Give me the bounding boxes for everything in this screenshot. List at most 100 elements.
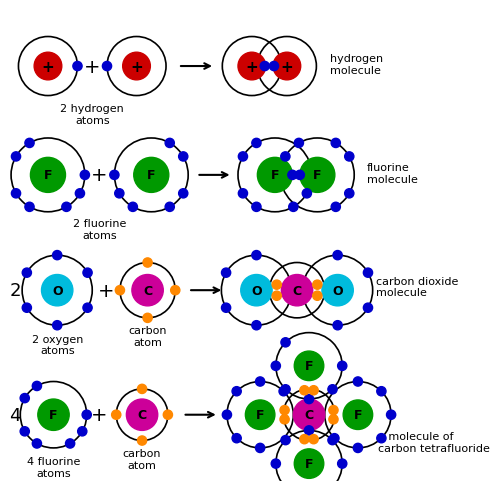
Circle shape <box>83 269 92 278</box>
Circle shape <box>163 410 173 419</box>
Circle shape <box>345 152 354 162</box>
Text: C: C <box>137 408 146 421</box>
Circle shape <box>256 443 265 452</box>
Circle shape <box>103 62 112 72</box>
Circle shape <box>73 62 82 72</box>
Circle shape <box>241 275 272 306</box>
Circle shape <box>134 158 169 193</box>
Text: O: O <box>52 284 62 297</box>
Circle shape <box>75 189 85 198</box>
Circle shape <box>80 171 90 180</box>
Circle shape <box>22 269 32 278</box>
Circle shape <box>128 203 137 212</box>
Circle shape <box>288 171 297 180</box>
Text: 2 oxygen
atoms: 2 oxygen atoms <box>32 334 83 355</box>
Circle shape <box>221 304 231 313</box>
Text: O: O <box>251 284 262 297</box>
Text: +: + <box>245 60 258 74</box>
Text: F: F <box>256 408 265 421</box>
Circle shape <box>123 53 150 81</box>
Circle shape <box>115 189 124 198</box>
Circle shape <box>281 385 290 394</box>
Circle shape <box>300 386 309 395</box>
Text: +: + <box>84 58 101 76</box>
Circle shape <box>137 436 147 445</box>
Circle shape <box>300 435 309 444</box>
Circle shape <box>330 434 339 443</box>
Circle shape <box>179 189 188 198</box>
Circle shape <box>309 386 318 395</box>
Text: F: F <box>49 408 58 421</box>
Text: F: F <box>313 169 321 182</box>
Circle shape <box>238 53 266 81</box>
Text: F: F <box>305 457 313 470</box>
Circle shape <box>281 152 290 162</box>
Circle shape <box>333 321 342 330</box>
Circle shape <box>25 139 34 148</box>
Text: 2: 2 <box>9 282 21 300</box>
Circle shape <box>238 189 247 198</box>
Circle shape <box>171 286 180 295</box>
Circle shape <box>258 158 292 193</box>
Circle shape <box>32 439 42 448</box>
Text: C: C <box>143 284 152 297</box>
Circle shape <box>293 399 325 430</box>
Circle shape <box>42 275 73 306</box>
Circle shape <box>329 415 338 424</box>
Circle shape <box>12 152 21 162</box>
Circle shape <box>53 251 62 260</box>
Circle shape <box>329 406 338 415</box>
Text: carbon
atom: carbon atom <box>123 448 161 469</box>
Text: fluorine
molecule: fluorine molecule <box>367 163 418 184</box>
Circle shape <box>143 259 152 268</box>
Circle shape <box>65 439 75 448</box>
Circle shape <box>53 321 62 330</box>
Circle shape <box>386 410 396 419</box>
Text: a molecule of
carbon tetrafluoride: a molecule of carbon tetrafluoride <box>378 431 490 453</box>
Circle shape <box>179 152 188 162</box>
Text: F: F <box>271 169 279 182</box>
Circle shape <box>110 171 119 180</box>
Circle shape <box>304 426 314 435</box>
Circle shape <box>252 321 261 330</box>
Circle shape <box>295 171 304 180</box>
Circle shape <box>338 459 347 468</box>
Text: 2 fluorine
atoms: 2 fluorine atoms <box>73 219 126 240</box>
Text: +: + <box>98 281 114 300</box>
Text: +: + <box>281 60 293 74</box>
Circle shape <box>309 435 318 444</box>
Circle shape <box>328 385 337 394</box>
Circle shape <box>38 399 69 430</box>
Text: C: C <box>292 284 302 297</box>
Circle shape <box>271 362 281 371</box>
Text: +: + <box>130 60 143 74</box>
Circle shape <box>269 62 279 72</box>
Circle shape <box>302 189 311 198</box>
Circle shape <box>377 434 386 443</box>
Circle shape <box>115 286 125 295</box>
Text: 4: 4 <box>9 406 21 424</box>
Circle shape <box>34 53 62 81</box>
Circle shape <box>252 203 261 212</box>
Circle shape <box>294 351 324 381</box>
Text: F: F <box>305 360 313 373</box>
Circle shape <box>252 139 261 148</box>
Circle shape <box>31 158 65 193</box>
Circle shape <box>313 292 322 301</box>
Circle shape <box>363 304 373 313</box>
Circle shape <box>280 406 289 415</box>
Text: +: + <box>92 405 108 424</box>
Circle shape <box>221 269 231 278</box>
Circle shape <box>82 410 92 419</box>
Circle shape <box>281 436 290 445</box>
Text: O: O <box>332 284 343 297</box>
Circle shape <box>132 275 163 306</box>
Circle shape <box>22 304 32 313</box>
Circle shape <box>331 139 341 148</box>
Circle shape <box>294 449 324 478</box>
Circle shape <box>165 139 175 148</box>
Circle shape <box>77 427 87 436</box>
Text: carbon
atom: carbon atom <box>128 326 167 347</box>
Circle shape <box>377 387 386 396</box>
Circle shape <box>294 139 303 148</box>
